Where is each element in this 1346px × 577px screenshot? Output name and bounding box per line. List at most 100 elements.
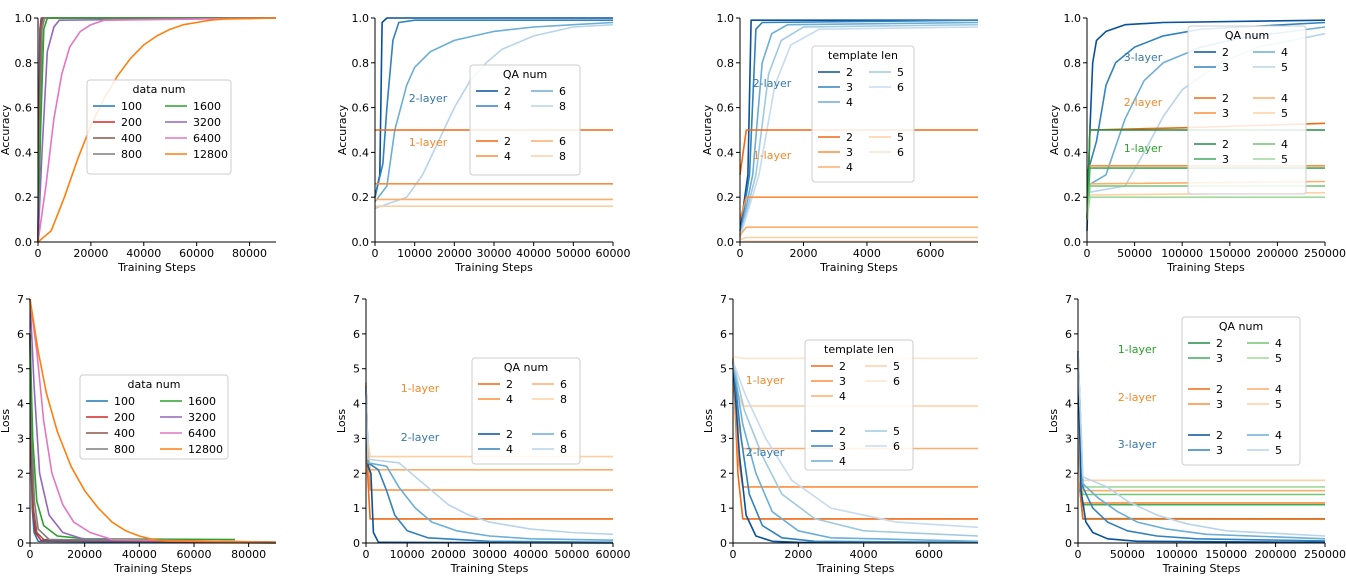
legend-entry-label: 5 xyxy=(1281,153,1288,166)
x-tick-label: 40000 xyxy=(513,548,548,561)
y-tick-label: 2 xyxy=(17,467,24,480)
series-line-2-layer-6 xyxy=(732,361,979,529)
y-tick-label: 0.2 xyxy=(1064,191,1082,204)
y-tick-label: 4 xyxy=(720,398,727,411)
series-line-3-layer-3 xyxy=(1077,351,1326,542)
legend-entry-label: 2 xyxy=(846,66,853,79)
legend: template len 1-layer 2 3 4 5 6 2-layer 2 3 4 5 6 xyxy=(746,339,914,471)
legend-entry-label: 4 xyxy=(839,390,846,403)
series-group xyxy=(739,19,979,243)
legend-entry-label: 4 xyxy=(504,100,511,113)
y-tick-label: 0 xyxy=(17,537,24,550)
x-tick-label: 40000 xyxy=(122,548,157,561)
y-tick-label: 0 xyxy=(720,537,727,550)
legend-entry-label: 6 xyxy=(893,375,900,388)
x-tick-label: 200000 xyxy=(1255,548,1297,561)
y-tick-label: 7 xyxy=(17,293,24,306)
legend-entry-label: 5 xyxy=(1281,107,1288,120)
legend-entry-label: 5 xyxy=(1281,61,1288,74)
y-tick-label: 0.6 xyxy=(1064,102,1082,115)
legend-entry-label: 6 xyxy=(893,440,900,453)
legend-entry-label: 8 xyxy=(559,100,566,113)
x-tick-label: 30000 xyxy=(472,548,507,561)
legend-entry-label: 2 xyxy=(1222,46,1229,59)
series-line-12800 xyxy=(37,17,277,243)
y-tick-label: 0.0 xyxy=(717,236,735,249)
series-line-1-layer-5 xyxy=(1086,196,1325,220)
y-tick-label: 0.8 xyxy=(717,57,735,70)
y-tick-label: 0.2 xyxy=(15,191,33,204)
x-axis-label: Training Steps xyxy=(819,261,898,274)
group-label: 1-layer xyxy=(401,382,440,395)
legend-entry-label: 200 xyxy=(114,411,135,424)
series-line-2-layer-4 xyxy=(365,386,614,544)
x-tick-label: 200000 xyxy=(1256,247,1298,260)
legend-title: data num xyxy=(128,378,181,391)
y-tick-label: 1.0 xyxy=(15,12,33,25)
y-tick-label: 5 xyxy=(353,363,360,376)
legend: QA num 1-layer 2 3 4 5 2-layer 2 3 4 5 3-layer 2 3 4 5 xyxy=(1118,316,1301,466)
series-line-2-layer-4 xyxy=(739,21,979,238)
legend-entry-label: 100 xyxy=(121,100,142,113)
legend-box xyxy=(469,64,581,176)
legend-entry-label: 3 xyxy=(839,375,846,388)
y-tick-label: 0.4 xyxy=(717,146,735,159)
y-tick-label: 4 xyxy=(353,398,360,411)
y-tick-label: 0.4 xyxy=(15,146,33,159)
legend: data num 100 200 400 800 1600 3200 6400 12800 xyxy=(79,374,229,460)
x-tick-label: 0 xyxy=(35,247,42,260)
legend-entry-label: 4 xyxy=(506,393,513,406)
x-axis-label: Training Steps xyxy=(113,562,192,575)
chart-panel-p1: 0 20000 40000 60000 80000 0.0 0.2 0.4 0.6 0.8 1.0 T… xyxy=(0,12,277,274)
legend-entry-label: 3 xyxy=(1222,61,1229,74)
x-tick-label: 50000 xyxy=(554,548,589,561)
y-axis-label: Loss xyxy=(335,409,348,433)
legend-entry-label: 5 xyxy=(897,66,904,79)
y-tick-label: 6 xyxy=(720,328,727,341)
legend-box xyxy=(86,79,232,175)
legend-box xyxy=(1181,316,1301,466)
x-tick-label: 100000 xyxy=(1156,548,1198,561)
chart-panel-p6: 0 10000 20000 30000 40000 50000 60000 0 1 2 3 4 5 6 7 T… xyxy=(335,293,631,575)
legend-entry-label: 2 xyxy=(504,135,511,148)
x-tick-label: 250000 xyxy=(1304,247,1346,260)
y-tick-label: 1 xyxy=(720,502,727,515)
x-tick-label: 4000 xyxy=(853,247,881,260)
x-axis-label: Training Steps xyxy=(450,562,529,575)
legend-entry-label: 4 xyxy=(1275,429,1282,442)
y-tick-label: 4 xyxy=(1065,398,1072,411)
legend-entry-label: 2 xyxy=(1216,383,1223,396)
x-tick-label: 150000 xyxy=(1209,247,1251,260)
y-tick-label: 5 xyxy=(17,363,24,376)
x-tick-label: 10000 xyxy=(390,548,425,561)
legend-title: template len xyxy=(828,49,898,62)
legend-entry-label: 2 xyxy=(506,428,513,441)
legend-entry-label: 2 xyxy=(504,85,511,98)
y-tick-label: 2 xyxy=(1065,467,1072,480)
legend-entry-label: 3 xyxy=(846,146,853,159)
y-tick-label: 5 xyxy=(720,363,727,376)
y-tick-label: 7 xyxy=(720,293,727,306)
x-tick-label: 0 xyxy=(730,548,737,561)
y-tick-label: 0.8 xyxy=(15,57,33,70)
y-axis-label: Loss xyxy=(1047,409,1060,433)
y-tick-label: 0 xyxy=(1065,537,1072,550)
x-tick-label: 150000 xyxy=(1205,548,1247,561)
series-line-2-layer-3 xyxy=(732,361,979,544)
x-tick-label: 6000 xyxy=(915,548,943,561)
y-tick-label: 0.8 xyxy=(1064,57,1082,70)
legend-entry-label: 3 xyxy=(1222,153,1229,166)
y-axis-label: Loss xyxy=(0,409,12,433)
series-group xyxy=(29,298,277,544)
y-axis-label: Accuracy xyxy=(701,104,714,155)
series-line-2-layer-6 xyxy=(739,26,979,238)
series-line-2-layer-4 xyxy=(374,19,613,198)
chart-panel-p3: 0 2000 4000 6000 0.0 0.2 0.4 0.6 0.8 1.0 Training … xyxy=(701,12,979,274)
series-line-2-layer-3 xyxy=(739,19,979,236)
x-tick-label: 0 xyxy=(363,548,370,561)
x-tick-label: 0 xyxy=(27,548,34,561)
y-tick-label: 0.2 xyxy=(717,191,735,204)
legend: template len 2-layer 2 3 4 5 6 1-layer 2 3 4 5 6 xyxy=(753,45,915,183)
group-label: 2-layer xyxy=(753,77,792,90)
